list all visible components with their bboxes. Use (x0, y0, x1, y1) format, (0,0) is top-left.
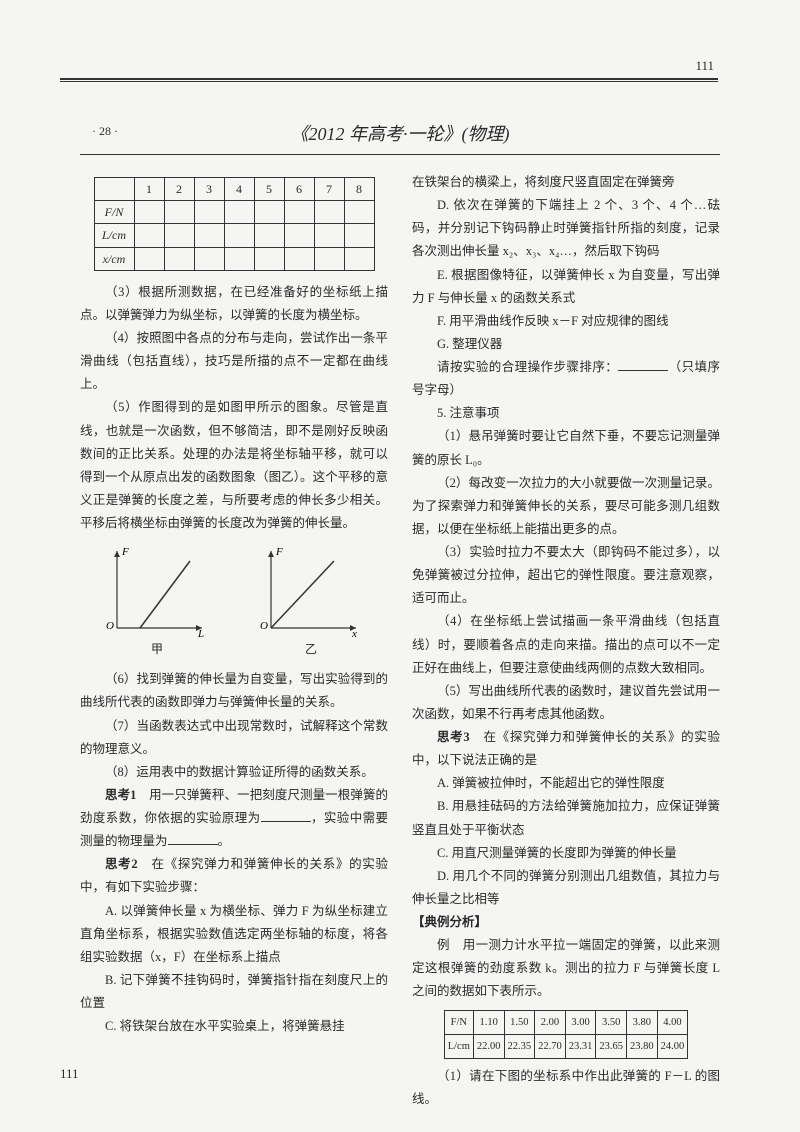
para: B. 记下弹簧不挂钩码时，弹簧指针指在刻度尺上的位置 (80, 969, 388, 1015)
svg-text:F: F (275, 546, 283, 558)
data-table: 1 2 3 4 5 6 7 8 F/N L/cm x/cm (94, 177, 375, 271)
para: （8）运用表中的数据计算验证所得的函数关系。 (80, 761, 388, 784)
cell: 23.65 (596, 1034, 627, 1058)
row-label: L/cm (444, 1034, 473, 1058)
right-column: 在铁架台的横梁上，将刻度尺竖直固定在弹簧旁 D. 依次在弹簧的下端挂上 2 个、… (412, 171, 720, 1112)
svg-text:O: O (260, 620, 268, 632)
svg-text:L: L (197, 628, 204, 638)
graph-svg: O F L (102, 543, 212, 638)
row-label: L/cm (94, 224, 134, 247)
col-head: 4 (224, 178, 254, 201)
graph-label-right: 乙 (256, 638, 366, 660)
para: F. 用平滑曲线作反映 x－F 对应规律的图线 (412, 310, 720, 333)
para: （1）悬吊弹簧时要让它自然下垂，不要忘记测量弹簧的原长 L₀。 (412, 425, 720, 471)
para: （1）请在下图的坐标系中作出此弹簧的 F－L 的图线。 (412, 1065, 720, 1111)
cell: 22.00 (473, 1034, 504, 1058)
table-row: L/cm (94, 224, 374, 247)
page-sub: · 28 · (92, 124, 118, 139)
para: （5）写出曲线所代表的函数时，建议首先尝试用一次函数，如果不行再考虑其他函数。 (412, 680, 720, 726)
para: D. 依次在弹簧的下端挂上 2 个、3 个、4 个…砝码，并分别记下钩码静止时弹… (412, 194, 720, 263)
example-table: F/N 1.10 1.50 2.00 3.00 3.50 3.80 4.00 L… (444, 1010, 689, 1060)
svg-text:x: x (351, 628, 357, 638)
para: （4）在坐标纸上尝试描画一条平滑曲线（包括直线）时，要顺着各点的走向来描。描出的… (412, 610, 720, 679)
order-text: 请按实验的合理操作步骤排序： (437, 360, 618, 374)
svg-text:O: O (106, 620, 114, 632)
para: C. 将铁架台放在水平实验桌上，将弹簧悬挂 (80, 1015, 388, 1038)
svg-text:F: F (121, 546, 129, 558)
para: 例 用一测力计水平拉一端固定的弹簧，以此来测定这根弹簧的劲度系数 k。测出的拉力… (412, 934, 720, 1003)
book-header: · 28 · 《2012 年高考·一轮》(物理) (80, 120, 720, 146)
header-rule (60, 78, 718, 82)
row-label: x/cm (94, 247, 134, 270)
para: G. 整理仪器 (412, 333, 720, 356)
para: B. 用悬挂砝码的方法给弹簧施加拉力，应保证弹簧竖直且处于平衡状态 (412, 795, 720, 841)
book-title: 《2012 年高考·一轮》(物理) (291, 124, 510, 144)
para: （6）找到弹簧的伸长量为自变量，写出实验得到的曲线所代表的函数即弹力与弹簧伸长量… (80, 668, 388, 714)
page-number-top: 111 (695, 58, 714, 74)
table-row: F/N (94, 201, 374, 224)
cell: 23.31 (565, 1034, 596, 1058)
col-head: 6 (284, 178, 314, 201)
graph-label-left: 甲 (102, 638, 212, 660)
header-underline (80, 154, 720, 155)
col-head: 3 (194, 178, 224, 201)
think-label: 思考1 (105, 788, 136, 802)
cell: 22.70 (535, 1034, 566, 1058)
think-label: 思考2 (105, 857, 138, 871)
columns: 1 2 3 4 5 6 7 8 F/N L/cm x/cm （3）根据所测数据，… (80, 171, 720, 1112)
para: （4）按照图中各点的分布与走向，尝试作出一条平滑曲线（包括直线），技巧是所描的点… (80, 327, 388, 396)
para: 思考2 在《探究弹力和弹簧伸长的关系》的实验中，有如下实验步骤： (80, 853, 388, 899)
para: （2）每改变一次拉力的大小就要做一次测量记录。为了探索弹力和弹簧伸长的关系，要尽… (412, 472, 720, 541)
para: 思考3 在《探究弹力和弹簧伸长的关系》的实验中，以下说法正确的是 (412, 726, 720, 772)
table-row: 1 2 3 4 5 6 7 8 (94, 178, 374, 201)
blank (168, 833, 218, 845)
para: A. 以弹簧伸长量 x 为横坐标、弹力 F 为纵坐标建立直角坐标系，根据实验数值… (80, 900, 388, 969)
graph-box: O F L 甲 O F x (80, 543, 388, 660)
col-head: 1 (134, 178, 164, 201)
row-label: F/N (444, 1010, 473, 1034)
para: C. 用直尺测量弹簧的长度即为弹簧的伸长量 (412, 842, 720, 865)
para: D. 用几个不同的弹簧分别测出几组数值，其拉力与伸长量之比相等 (412, 865, 720, 911)
cell: 2.00 (535, 1010, 566, 1034)
para: A. 弹簧被拉伸时，不能超出它的弹性限度 (412, 772, 720, 795)
think-text: 。 (218, 834, 231, 848)
para: （3）根据所测数据，在已经准备好的坐标纸上描点。以弹簧弹力为纵坐标，以弹簧的长度… (80, 281, 388, 327)
para: 请按实验的合理操作步骤排序：（只填序号字母） (412, 356, 720, 402)
cell: 3.80 (627, 1010, 658, 1034)
para: （3）实验时拉力不要太大（即钩码不能过多），以免弹簧被过分拉伸，超出它的弹性限度… (412, 541, 720, 610)
left-column: 1 2 3 4 5 6 7 8 F/N L/cm x/cm （3）根据所测数据，… (80, 171, 388, 1112)
blank (261, 810, 311, 822)
content: · 28 · 《2012 年高考·一轮》(物理) 1 2 3 4 5 6 7 8… (80, 120, 720, 1112)
para: 思考1 用一只弹簧秤、一把刻度尺测量一根弹簧的劲度系数，你依据的实验原理为，实验… (80, 784, 388, 853)
cell: 3.00 (565, 1010, 596, 1034)
example-head: 【典例分析】 (412, 911, 720, 934)
para: （5）作图得到的是如图甲所示的图象。尽管是直线，也就是一次函数，但不够简洁，即不… (80, 396, 388, 535)
graph-svg: O F x (256, 543, 366, 638)
cell: 1.10 (473, 1010, 504, 1034)
para: E. 根据图像特征，以弹簧伸长 x 为自变量，写出弹力 F 与伸长量 x 的函数… (412, 264, 720, 310)
row-label: F/N (94, 201, 134, 224)
cell: 24.00 (657, 1034, 688, 1058)
cell: 3.50 (596, 1010, 627, 1034)
cell: 23.80 (627, 1034, 658, 1058)
table-row: F/N 1.10 1.50 2.00 3.00 3.50 3.80 4.00 (444, 1010, 688, 1034)
para: 在铁架台的横梁上，将刻度尺竖直固定在弹簧旁 (412, 171, 720, 194)
graph-right: O F x 乙 (256, 543, 366, 660)
graph-left: O F L 甲 (102, 543, 212, 660)
page-number-bottom: 111 (60, 1066, 79, 1082)
cell: 22.35 (504, 1034, 535, 1058)
col-head: 8 (344, 178, 374, 201)
para: （7）当函数表达式中出现常数时，试解释这个常数的物理意义。 (80, 715, 388, 761)
blank (618, 359, 668, 371)
col-head: 5 (254, 178, 284, 201)
table-row: L/cm 22.00 22.35 22.70 23.31 23.65 23.80… (444, 1034, 688, 1058)
cell: 1.50 (504, 1010, 535, 1034)
table-row: x/cm (94, 247, 374, 270)
para: 5. 注意事项 (412, 402, 720, 425)
col-head: 2 (164, 178, 194, 201)
col-head: 7 (314, 178, 344, 201)
think-label: 思考3 (437, 730, 470, 744)
cell: 4.00 (657, 1010, 688, 1034)
